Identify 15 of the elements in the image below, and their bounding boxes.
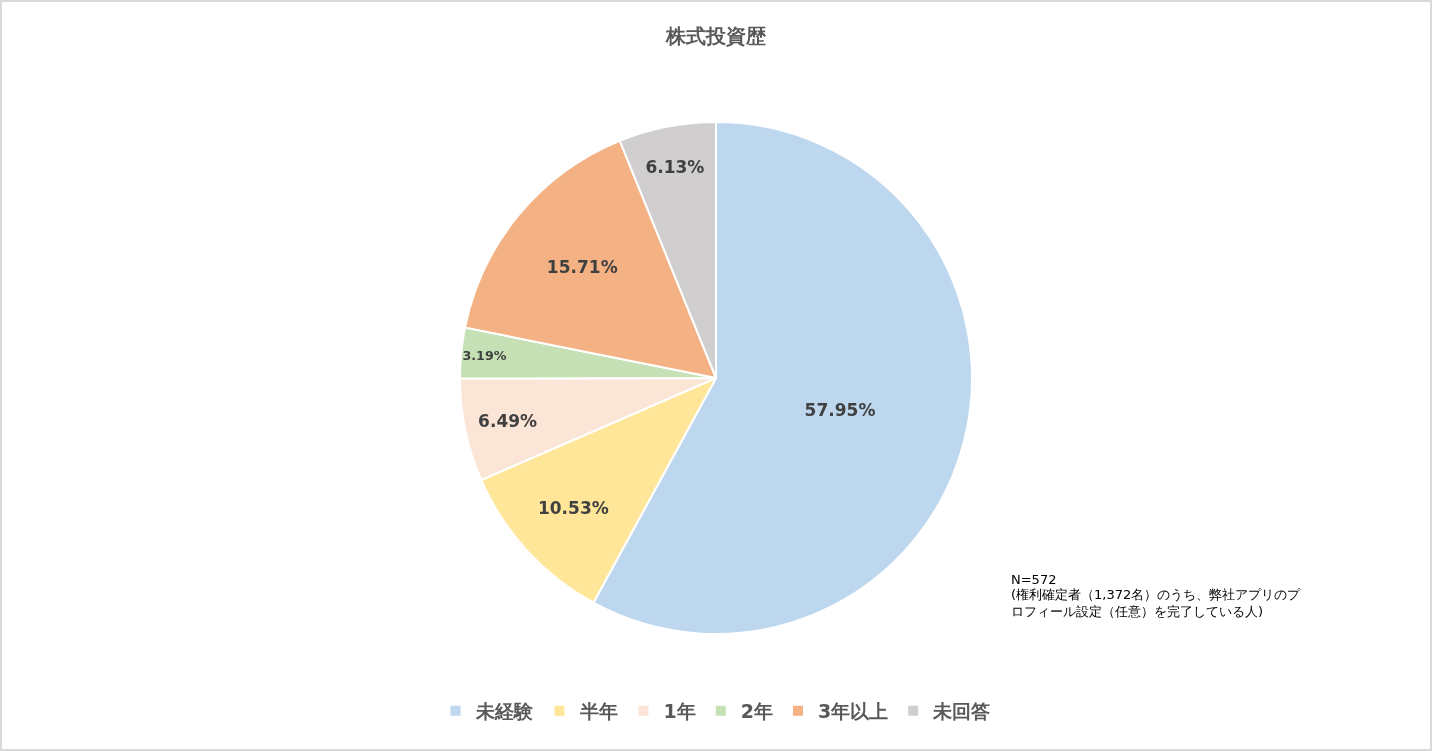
data-label: 6.49% <box>478 411 538 432</box>
legend-label: 3年以上 <box>817 700 889 723</box>
text: N=572 <box>1011 572 1057 587</box>
data-label: 3.19% <box>462 347 507 363</box>
data-label: 10.53% <box>537 498 609 519</box>
text: (権利確定者（1,372名）のうち、弊社アプリのプロフィール設定（任意）を完了している人) <box>1011 587 1302 619</box>
data-label: 15.71% <box>546 257 618 278</box>
legend-label: 未回答 <box>932 700 991 723</box>
legend-label: 半年 <box>578 700 618 723</box>
legend-label: 2年 <box>740 700 773 723</box>
data-label: 6.13% <box>645 157 705 178</box>
legend-label: 未経験 <box>474 700 534 723</box>
data-label: 57.95% <box>804 399 876 420</box>
chart-title: 株式投資歴 <box>665 23 766 48</box>
legend-label: 1年 <box>663 700 696 723</box>
